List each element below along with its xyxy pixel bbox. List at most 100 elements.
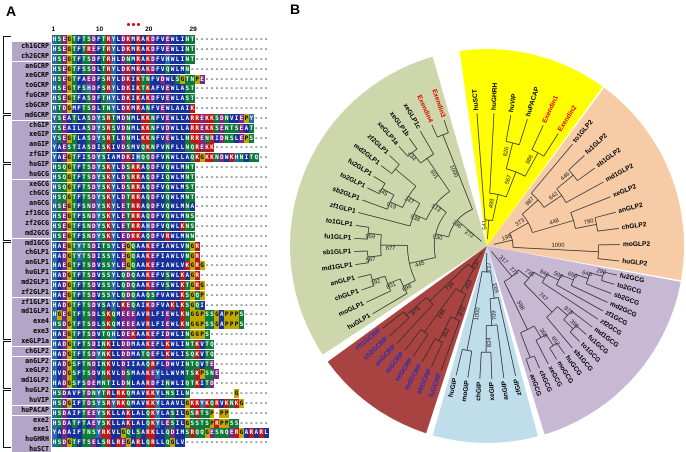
residue-cell: D bbox=[150, 54, 156, 64]
residue-cell: - bbox=[229, 242, 234, 250]
residue-cell: - bbox=[195, 36, 199, 44]
residue-cell: L bbox=[140, 438, 146, 448]
residue-cell: - bbox=[259, 272, 263, 280]
residue-cell: F bbox=[96, 54, 102, 64]
residue-cell: M bbox=[130, 339, 136, 350]
residue-cell: D bbox=[91, 251, 97, 261]
residue-cell: - bbox=[229, 331, 234, 339]
residue-cell: T bbox=[71, 74, 77, 84]
residue-cell: - bbox=[259, 183, 263, 191]
residue-cell: S bbox=[81, 212, 87, 222]
residue-cell: W bbox=[170, 113, 176, 123]
residue-cell: - bbox=[254, 114, 259, 122]
residue-cell: G bbox=[66, 339, 72, 350]
residue-cell: T bbox=[248, 123, 254, 133]
residue-cell: F bbox=[155, 182, 161, 192]
residue-cell: R bbox=[135, 222, 141, 232]
phylogenetic-tree-panel: huSCT 499 huGHRH 567 826 huVIP huPACAP 986 Exend… bbox=[283, 0, 686, 452]
residue-cell: - bbox=[210, 272, 214, 280]
residue-cell: G bbox=[214, 310, 220, 320]
bootstrap-value: 986 bbox=[525, 154, 535, 165]
residue-cell: - bbox=[195, 95, 199, 103]
alignment-sequence: HADGTFTSDVSSYLQDQAAKEFVSWLKTGRG---------… bbox=[52, 281, 269, 298]
residue-cell: S bbox=[106, 251, 112, 261]
residue-cell: M bbox=[179, 202, 185, 212]
residue-cell: Q bbox=[61, 182, 67, 192]
residue-cell: A bbox=[140, 281, 146, 291]
residue-cell: A bbox=[81, 74, 87, 84]
residue-cell: K bbox=[204, 123, 210, 133]
tree-branch bbox=[395, 168, 417, 187]
residue-cell: - bbox=[244, 262, 249, 270]
residue-cell: - bbox=[200, 55, 204, 63]
residue-cell: K bbox=[135, 84, 141, 94]
tree-branch bbox=[454, 294, 467, 319]
residue-cell: T bbox=[81, 330, 87, 340]
residue-cell: D bbox=[91, 261, 97, 271]
residue-cell: L bbox=[115, 300, 121, 310]
tree-branch bbox=[440, 320, 460, 371]
residue-cell: - bbox=[259, 390, 263, 398]
residue-cell: S bbox=[101, 113, 107, 123]
residue-cell: S bbox=[189, 222, 195, 232]
residue-cell: S bbox=[101, 192, 107, 202]
residue-cell: S bbox=[101, 153, 107, 163]
residue-cell: Q bbox=[125, 398, 131, 409]
residue-cell: D bbox=[165, 359, 171, 369]
residue-cell: D bbox=[91, 74, 97, 84]
residue-cell: P bbox=[219, 408, 225, 418]
residue-cell: K bbox=[106, 310, 112, 320]
residue-cell: D bbox=[120, 359, 126, 369]
residue-cell: N bbox=[145, 74, 151, 84]
residue-cell: - bbox=[254, 282, 259, 289]
tree-leaf-label: huGIP bbox=[448, 377, 459, 398]
residue-cell: V bbox=[229, 113, 235, 123]
residue-cell: - bbox=[219, 390, 224, 398]
bootstrap-value: 1000 bbox=[552, 243, 565, 249]
residue-cell: R bbox=[135, 35, 141, 45]
residue-cell: T bbox=[71, 251, 77, 261]
residue-cell: T bbox=[71, 84, 77, 94]
residue-cell: G bbox=[239, 428, 244, 438]
residue-cell: S bbox=[86, 241, 92, 251]
residue-cell: H bbox=[52, 271, 57, 281]
residue-cell: G bbox=[66, 310, 72, 320]
residue-cell: - bbox=[215, 105, 219, 113]
residue-cell: - bbox=[239, 360, 244, 368]
residue-cell: - bbox=[215, 65, 219, 73]
residue-cell: D bbox=[120, 45, 126, 55]
residue-cell: F bbox=[96, 94, 102, 104]
residue-cell: - bbox=[234, 173, 239, 181]
residue-cell: V bbox=[155, 104, 161, 114]
residue-cell: I bbox=[130, 74, 136, 84]
residue-cell: R bbox=[214, 418, 220, 428]
tree-branch bbox=[523, 283, 553, 313]
alignment-row: exe1HSDATFTAEYSKLLAKLALQKYLESILGSSTSPRPP… bbox=[12, 418, 269, 435]
alignment-row-label: md1GLP2 bbox=[12, 376, 51, 386]
residue-cell: E bbox=[150, 281, 156, 291]
residue-cell: - bbox=[239, 291, 244, 299]
residue-cell: I bbox=[71, 408, 77, 418]
residue-cell: K bbox=[150, 428, 156, 438]
residue-cell: V bbox=[140, 310, 146, 320]
residue-cell: - bbox=[205, 301, 209, 309]
tree-branch bbox=[367, 255, 382, 258]
residue-cell: N bbox=[125, 133, 131, 143]
residue-cell: - bbox=[234, 193, 239, 201]
residue-cell: - bbox=[219, 331, 224, 339]
group-bracket bbox=[3, 114, 11, 163]
residue-cell: - bbox=[210, 203, 214, 211]
alignment-row: chGCGHSQGTFTSDYSKYLDSRRAQDFVQWLMST------… bbox=[12, 182, 269, 200]
residue-cell: G bbox=[189, 261, 195, 271]
alignment-sequence: HSEGTFSSDLTRYLDKMRAKDFVQWLMN------------… bbox=[52, 64, 269, 81]
residue-cell: A bbox=[135, 271, 141, 281]
residue-cell: K bbox=[106, 369, 112, 379]
residue-cell: R bbox=[135, 172, 141, 182]
residue-cell: G bbox=[66, 261, 72, 271]
residue-cell: - bbox=[200, 252, 204, 260]
residue-cell: E bbox=[120, 222, 126, 232]
residue-cell: G bbox=[66, 251, 72, 261]
residue-cell: A bbox=[219, 310, 225, 320]
residue-cell: K bbox=[204, 398, 210, 409]
residue-cell: D bbox=[120, 379, 126, 389]
